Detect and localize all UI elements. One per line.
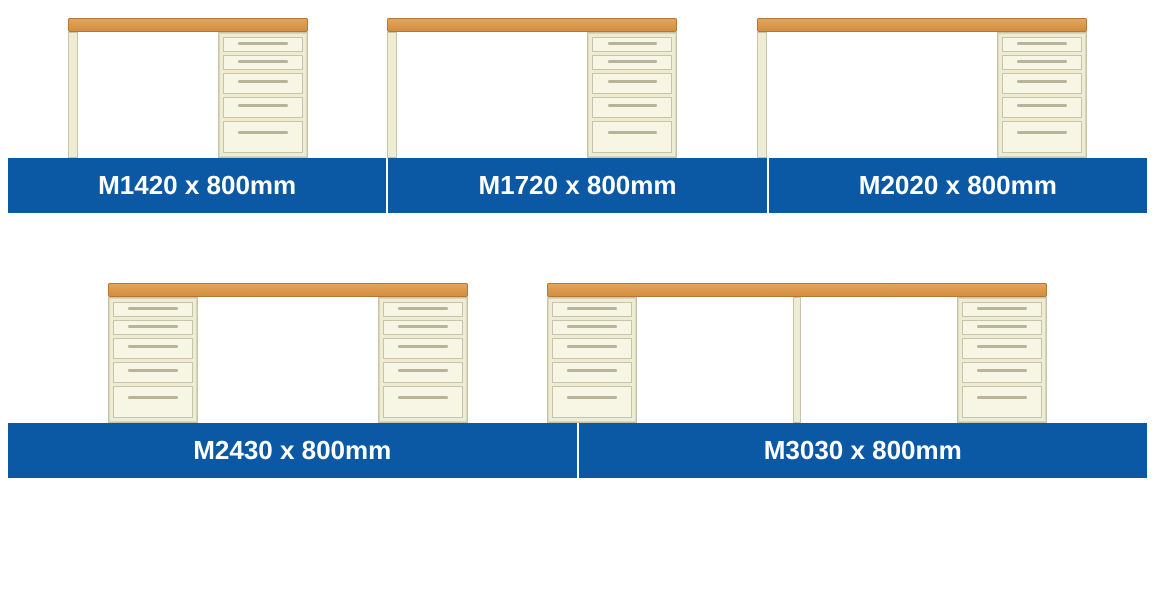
drawer <box>962 338 1042 359</box>
drawer <box>1002 37 1082 52</box>
worktop <box>387 18 677 32</box>
drawer <box>1002 97 1082 118</box>
bench-leg <box>793 297 801 423</box>
drawer-cabinet-right <box>378 297 468 423</box>
workbench-m2430 <box>108 283 468 423</box>
drawer <box>383 386 463 418</box>
drawer <box>552 386 632 418</box>
drawer <box>1002 55 1082 70</box>
drawer <box>1002 121 1082 153</box>
drawer <box>113 338 193 359</box>
drawer <box>592 73 672 94</box>
labels-row-2: M2430 x 800mm M3030 x 800mm <box>8 423 1147 478</box>
drawer <box>223 55 303 70</box>
bench-leg <box>68 32 78 158</box>
drawer <box>552 320 632 335</box>
drawer <box>223 73 303 94</box>
size-label: M3030 x 800mm <box>579 423 1148 478</box>
workbench-m2020 <box>757 18 1087 158</box>
drawer <box>962 302 1042 317</box>
drawer <box>962 386 1042 418</box>
worktop <box>108 283 468 297</box>
drawer <box>113 386 193 418</box>
product-images-row-2 <box>8 273 1147 423</box>
drawer-cabinet <box>997 32 1087 158</box>
drawer <box>592 97 672 118</box>
worktop <box>757 18 1087 32</box>
drawer-cabinet-right <box>957 297 1047 423</box>
worktop <box>547 283 1047 297</box>
drawer-cabinet-left <box>547 297 637 423</box>
workbench-m3030 <box>547 283 1047 423</box>
bench-leg <box>387 32 397 158</box>
labels-row-1: M1420 x 800mm M1720 x 800mm M2020 x 800m… <box>8 158 1147 213</box>
drawer <box>552 302 632 317</box>
drawer <box>592 37 672 52</box>
drawer <box>552 362 632 383</box>
product-images-row-1 <box>8 8 1147 158</box>
drawer <box>223 121 303 153</box>
drawer-cabinet <box>587 32 677 158</box>
drawer-cabinet-left <box>108 297 198 423</box>
drawer <box>1002 73 1082 94</box>
drawer <box>962 320 1042 335</box>
drawer <box>592 55 672 70</box>
drawer <box>223 37 303 52</box>
size-label: M2430 x 800mm <box>8 423 579 478</box>
workbench-m1720 <box>387 18 677 158</box>
drawer <box>113 302 193 317</box>
drawer <box>383 362 463 383</box>
drawer <box>223 97 303 118</box>
drawer <box>113 362 193 383</box>
drawer <box>962 362 1042 383</box>
drawer <box>383 320 463 335</box>
drawer <box>552 338 632 359</box>
drawer <box>383 338 463 359</box>
drawer <box>592 121 672 153</box>
workbench-m1420 <box>68 18 308 158</box>
size-label: M2020 x 800mm <box>769 158 1147 213</box>
drawer-cabinet <box>218 32 308 158</box>
worktop <box>68 18 308 32</box>
drawer <box>113 320 193 335</box>
bench-leg <box>757 32 767 158</box>
size-label: M1420 x 800mm <box>8 158 388 213</box>
drawer <box>383 302 463 317</box>
size-label: M1720 x 800mm <box>388 158 768 213</box>
